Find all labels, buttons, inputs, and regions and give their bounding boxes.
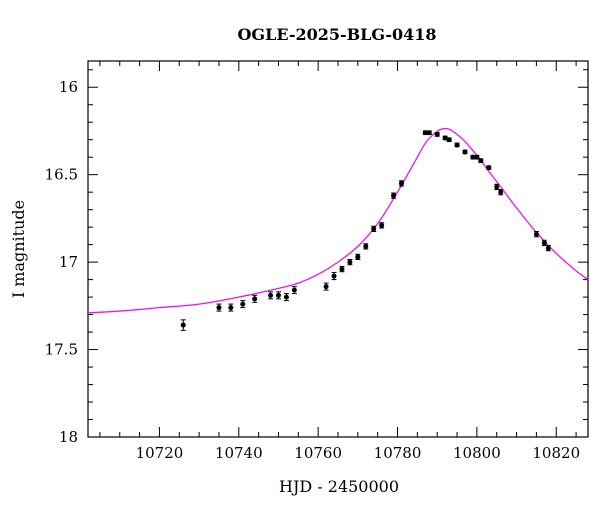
data-point <box>371 225 377 233</box>
data-marker <box>478 158 484 164</box>
data-marker <box>474 154 480 160</box>
data-marker <box>339 266 345 272</box>
data-point <box>545 245 551 252</box>
data-point <box>541 239 547 247</box>
data-marker <box>363 243 369 249</box>
data-marker <box>498 189 504 195</box>
data-marker <box>454 142 460 148</box>
plot-frame <box>87 60 589 438</box>
data-point <box>363 243 369 250</box>
data-marker <box>398 180 404 186</box>
data-marker <box>533 231 539 237</box>
y-tick-label: 17.5 <box>45 341 78 359</box>
data-marker <box>545 245 551 251</box>
data-point <box>228 303 234 312</box>
data-marker <box>470 154 476 160</box>
data-point <box>283 293 289 302</box>
data-marker <box>180 322 186 328</box>
data-point <box>391 192 397 199</box>
chart-title: OGLE-2025-BLG-0418 <box>237 25 436 44</box>
data-point <box>379 222 385 229</box>
data-point <box>434 131 440 137</box>
data-point <box>347 258 353 266</box>
data-marker <box>446 137 452 143</box>
data-marker <box>371 226 377 232</box>
data-point <box>240 300 246 309</box>
plot-area <box>88 127 588 331</box>
x-tick-label: 10720 <box>136 444 184 462</box>
data-point <box>478 158 484 164</box>
data-point <box>398 180 404 187</box>
data-marker <box>291 287 297 293</box>
data-point <box>268 291 274 300</box>
x-tick-label: 10740 <box>215 444 263 462</box>
data-marker <box>391 193 397 199</box>
x-tick-label: 10800 <box>453 444 501 462</box>
data-point <box>339 265 345 273</box>
data-point <box>331 272 337 281</box>
y-tick-label: 16 <box>59 78 78 96</box>
data-marker <box>347 259 353 265</box>
axes: 10720 10740 10760 10780 10800 10820 16 16.5 17 17… <box>45 60 589 462</box>
data-marker <box>442 135 448 141</box>
data-marker <box>355 254 361 260</box>
x-tick-label: 10760 <box>294 444 342 462</box>
data-marker <box>434 131 440 137</box>
data-marker <box>252 296 258 302</box>
y-tick-label: 16.5 <box>45 166 78 184</box>
data-point <box>454 142 460 148</box>
data-marker <box>462 149 468 155</box>
data-point <box>494 183 500 191</box>
x-tick-label: 10780 <box>374 444 422 462</box>
data-point <box>323 282 329 291</box>
data-point <box>446 137 452 143</box>
data-marker <box>268 292 274 298</box>
data-point <box>180 319 186 331</box>
data-marker <box>240 301 246 307</box>
data-point <box>462 149 468 155</box>
data-point <box>486 165 492 171</box>
data-marker <box>216 305 222 311</box>
data-point <box>252 294 258 303</box>
y-tick-label: 17 <box>59 253 78 271</box>
data-marker <box>486 165 492 171</box>
data-marker <box>228 305 234 311</box>
data-marker <box>283 294 289 300</box>
data-marker <box>541 240 547 246</box>
model-curve <box>88 127 588 314</box>
data-marker <box>331 273 337 279</box>
data-point <box>216 303 222 312</box>
data-point <box>355 253 361 260</box>
data-marker <box>426 130 432 136</box>
data-marker <box>379 222 385 228</box>
data-point <box>426 130 432 136</box>
data-marker <box>422 130 428 136</box>
y-axis-title: I magnitude <box>9 200 28 298</box>
x-axis-title: HJD - 2450000 <box>279 477 399 496</box>
data-marker <box>494 184 500 190</box>
data-point <box>275 291 281 300</box>
data-point <box>533 231 539 238</box>
data-marker <box>323 284 329 290</box>
data-point <box>291 286 297 295</box>
data-point <box>498 189 504 196</box>
data-marker <box>275 292 281 298</box>
x-tick-label: 10820 <box>532 444 580 462</box>
y-tick-label: 18 <box>59 428 78 446</box>
